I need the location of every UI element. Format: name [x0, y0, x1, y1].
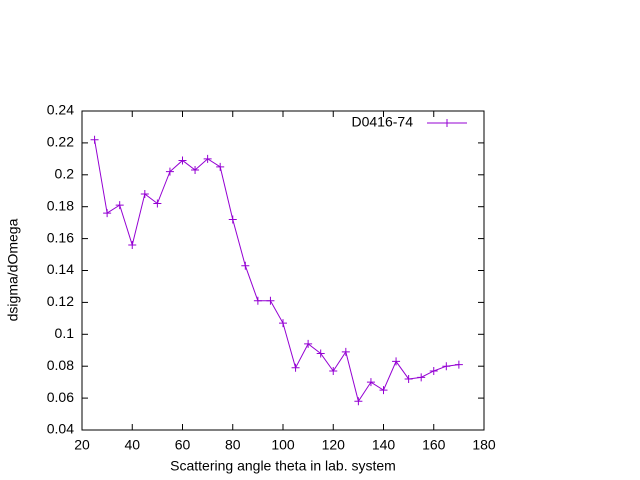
data-point — [153, 199, 162, 208]
data-point — [203, 154, 212, 163]
y-axis-label: dsigma/dOmega — [5, 218, 21, 321]
series-line — [94, 139, 459, 403]
legend-marker — [443, 119, 451, 127]
data-point — [228, 215, 237, 224]
x-tick-label: 60 — [175, 437, 191, 453]
y-tick-label: 0.1 — [55, 325, 75, 341]
x-tick-label: 120 — [322, 437, 346, 453]
y-tick-label: 0.14 — [47, 261, 74, 277]
data-point — [404, 374, 413, 383]
y-tick-label: 0.24 — [47, 102, 74, 118]
y-tick-label: 0.18 — [47, 197, 74, 213]
data-point — [417, 373, 426, 382]
plot-frame — [81, 110, 485, 431]
x-axis-label: Scattering angle theta in lab. system — [170, 458, 396, 474]
y-tick-label: 0.22 — [47, 134, 74, 150]
y-tick-label: 0.12 — [47, 293, 74, 309]
data-point — [90, 135, 99, 144]
y-tick-label: 0.2 — [55, 166, 75, 182]
data-point — [291, 363, 300, 372]
data-point — [354, 397, 363, 406]
y-tick-label: 0.06 — [47, 389, 74, 405]
data-point — [165, 167, 174, 176]
data-point — [191, 166, 200, 175]
y-tick-label: 0.08 — [47, 357, 74, 373]
x-tick-label: 100 — [271, 437, 295, 453]
data-point — [341, 347, 350, 356]
data-point — [366, 378, 375, 387]
data-point — [392, 357, 401, 366]
y-tick-label: 0.04 — [47, 421, 74, 437]
data-point — [253, 296, 262, 305]
data-point — [304, 339, 313, 348]
x-tick-label: 180 — [472, 437, 496, 453]
data-point — [241, 261, 250, 270]
data-point — [216, 162, 225, 171]
data-point — [442, 362, 451, 371]
data-point — [316, 349, 325, 358]
data-point — [115, 201, 124, 210]
data-point — [329, 366, 338, 375]
data-point — [379, 386, 388, 395]
x-tick-label: 140 — [372, 437, 396, 453]
legend-label: D0416-74 — [352, 114, 414, 130]
data-point — [279, 319, 287, 328]
data-point — [178, 156, 187, 165]
x-tick-label: 160 — [422, 437, 446, 453]
data-point — [429, 366, 438, 375]
x-tick-label: 20 — [74, 437, 90, 453]
data-point — [128, 240, 137, 249]
data-point — [454, 360, 463, 369]
data-point — [140, 189, 149, 198]
x-tick-label: 40 — [124, 437, 140, 453]
x-tick-label: 80 — [225, 437, 241, 453]
data-point — [103, 209, 112, 218]
data-point — [266, 296, 275, 305]
y-tick-label: 0.16 — [47, 229, 74, 245]
